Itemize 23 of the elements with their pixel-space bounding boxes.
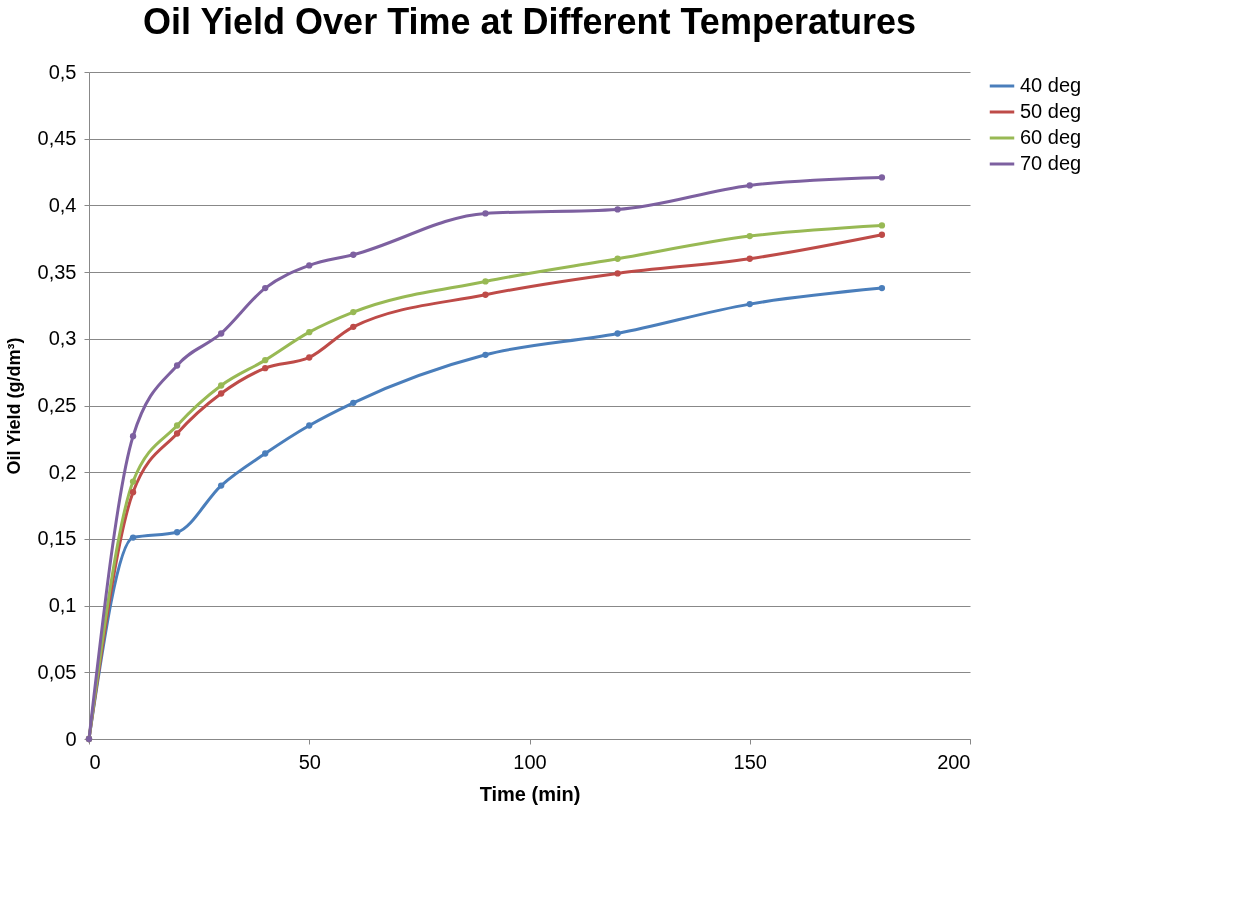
x-tick-label: 150: [733, 750, 767, 773]
x-tick-label: 0: [89, 750, 101, 773]
y-tick-label: 0,05: [37, 660, 77, 683]
x-tick-label: 200: [937, 750, 971, 773]
y-tick-label: 0,35: [37, 260, 77, 283]
x-axis-title: Time (min): [479, 782, 581, 805]
legend-label: 70 deg: [1020, 152, 1082, 174]
legend-label: 50 deg: [1020, 100, 1082, 122]
legend-label: 60 deg: [1020, 126, 1082, 148]
y-tick-label: 0,4: [48, 193, 77, 216]
x-tick-label: 100: [513, 750, 547, 773]
y-tick-label: 0,2: [48, 460, 77, 483]
y-tick-label: 0,25: [37, 394, 77, 416]
y-tick-label: 0: [65, 727, 77, 750]
y-tick-label: 0,1: [48, 594, 77, 617]
y-axis-title: Oil Yield (g/dm³): [3, 337, 24, 475]
y-tick-label: 0,3: [48, 327, 77, 350]
y-tick-label: 0,15: [37, 527, 77, 550]
chart-title: Oil Yield Over Time at Different Temperatures: [143, 1, 916, 42]
y-tick-label: 0,5: [48, 60, 77, 83]
legend-label: 40 deg: [1020, 74, 1082, 96]
x-tick-label: 50: [298, 750, 321, 773]
y-tick-label: 0,45: [37, 127, 77, 150]
